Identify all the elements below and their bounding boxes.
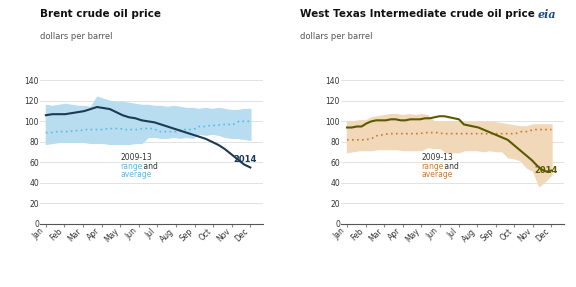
Text: West Texas Intermediate crude oil price: West Texas Intermediate crude oil price bbox=[300, 9, 535, 19]
Text: range: range bbox=[120, 162, 143, 170]
Text: 2014: 2014 bbox=[535, 166, 558, 174]
Text: 2014: 2014 bbox=[234, 155, 257, 164]
Text: and: and bbox=[442, 162, 458, 170]
Text: average: average bbox=[120, 170, 151, 179]
Text: range: range bbox=[422, 162, 444, 170]
Text: Brent crude oil price: Brent crude oil price bbox=[40, 9, 161, 19]
Text: average: average bbox=[422, 170, 453, 179]
Text: 2009-13: 2009-13 bbox=[422, 153, 453, 162]
Text: dollars per barrel: dollars per barrel bbox=[40, 32, 113, 40]
Text: eia: eia bbox=[537, 9, 556, 20]
Text: and: and bbox=[141, 162, 158, 170]
Text: 2009-13: 2009-13 bbox=[120, 153, 152, 162]
Text: dollars per barrel: dollars per barrel bbox=[300, 32, 372, 40]
